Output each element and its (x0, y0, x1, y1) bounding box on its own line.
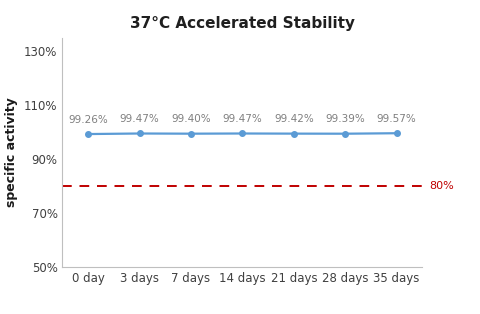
Y-axis label: specific activity: specific activity (5, 97, 19, 207)
Text: 80%: 80% (429, 181, 454, 191)
Text: 99.47%: 99.47% (120, 114, 159, 124)
Text: 99.26%: 99.26% (68, 115, 108, 125)
Text: 99.39%: 99.39% (325, 114, 365, 124)
Text: 99.42%: 99.42% (274, 114, 314, 124)
Text: 99.47%: 99.47% (223, 114, 262, 124)
Text: 99.57%: 99.57% (377, 114, 417, 124)
Text: 99.40%: 99.40% (171, 114, 211, 124)
Title: 37°C Accelerated Stability: 37°C Accelerated Stability (130, 16, 355, 31)
